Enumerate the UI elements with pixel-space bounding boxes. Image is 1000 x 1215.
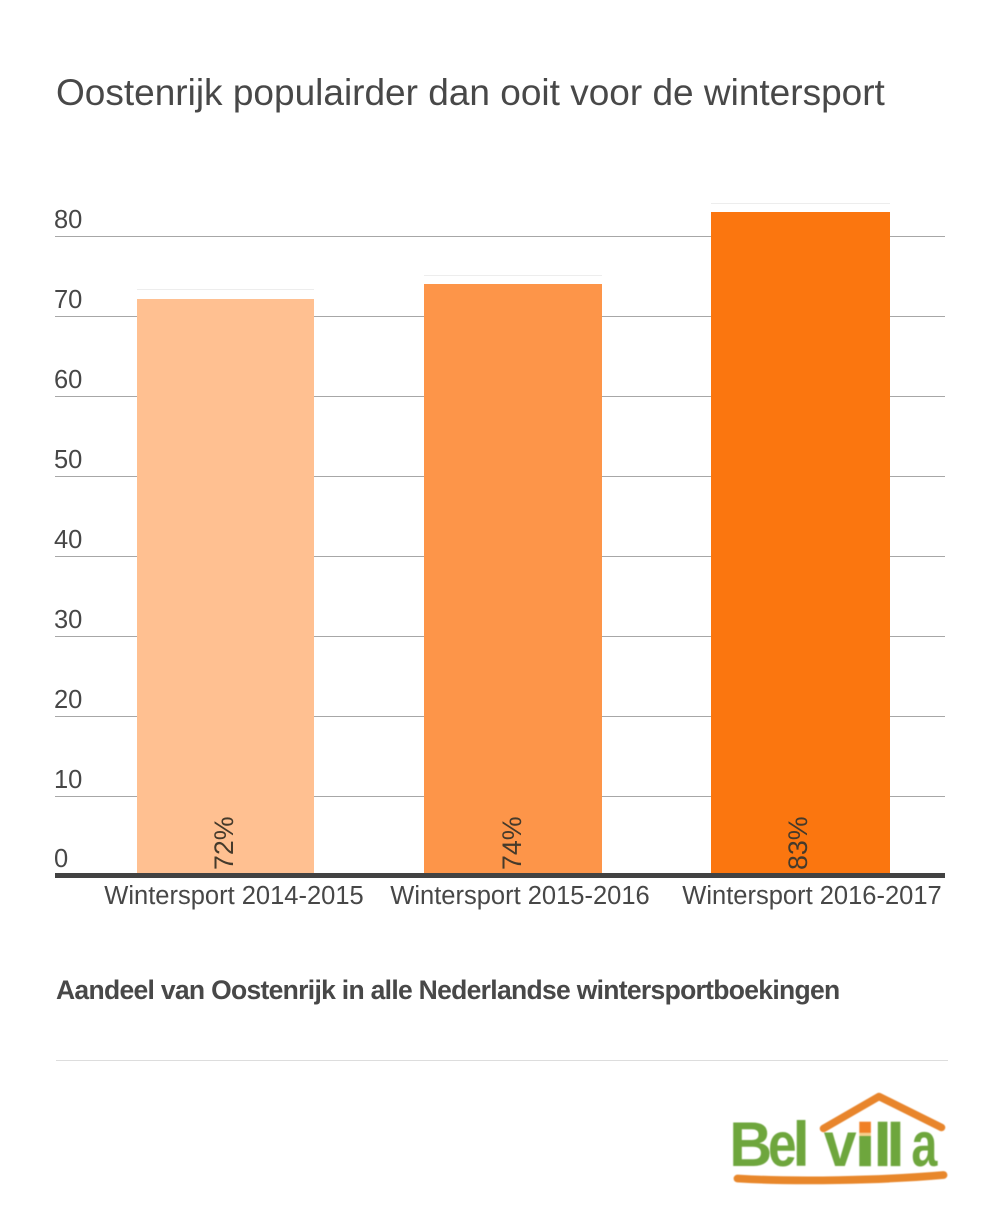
svg-text:B: B bbox=[729, 1110, 772, 1180]
svg-text:e: e bbox=[768, 1110, 797, 1180]
svg-text:l: l bbox=[792, 1110, 810, 1180]
svg-text:a: a bbox=[911, 1110, 938, 1180]
svg-text:v: v bbox=[824, 1110, 857, 1180]
